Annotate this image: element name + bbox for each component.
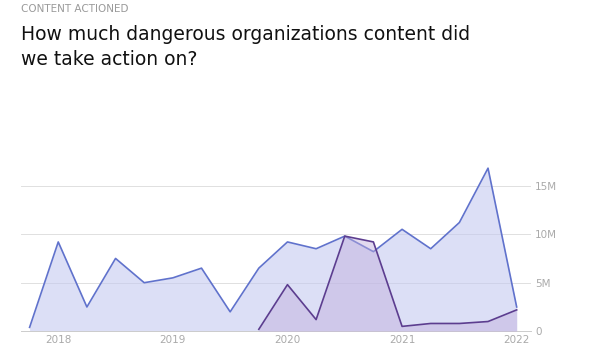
Text: CONTENT ACTIONED: CONTENT ACTIONED: [21, 4, 128, 13]
Text: How much dangerous organizations content did
we take action on?: How much dangerous organizations content…: [21, 25, 470, 69]
